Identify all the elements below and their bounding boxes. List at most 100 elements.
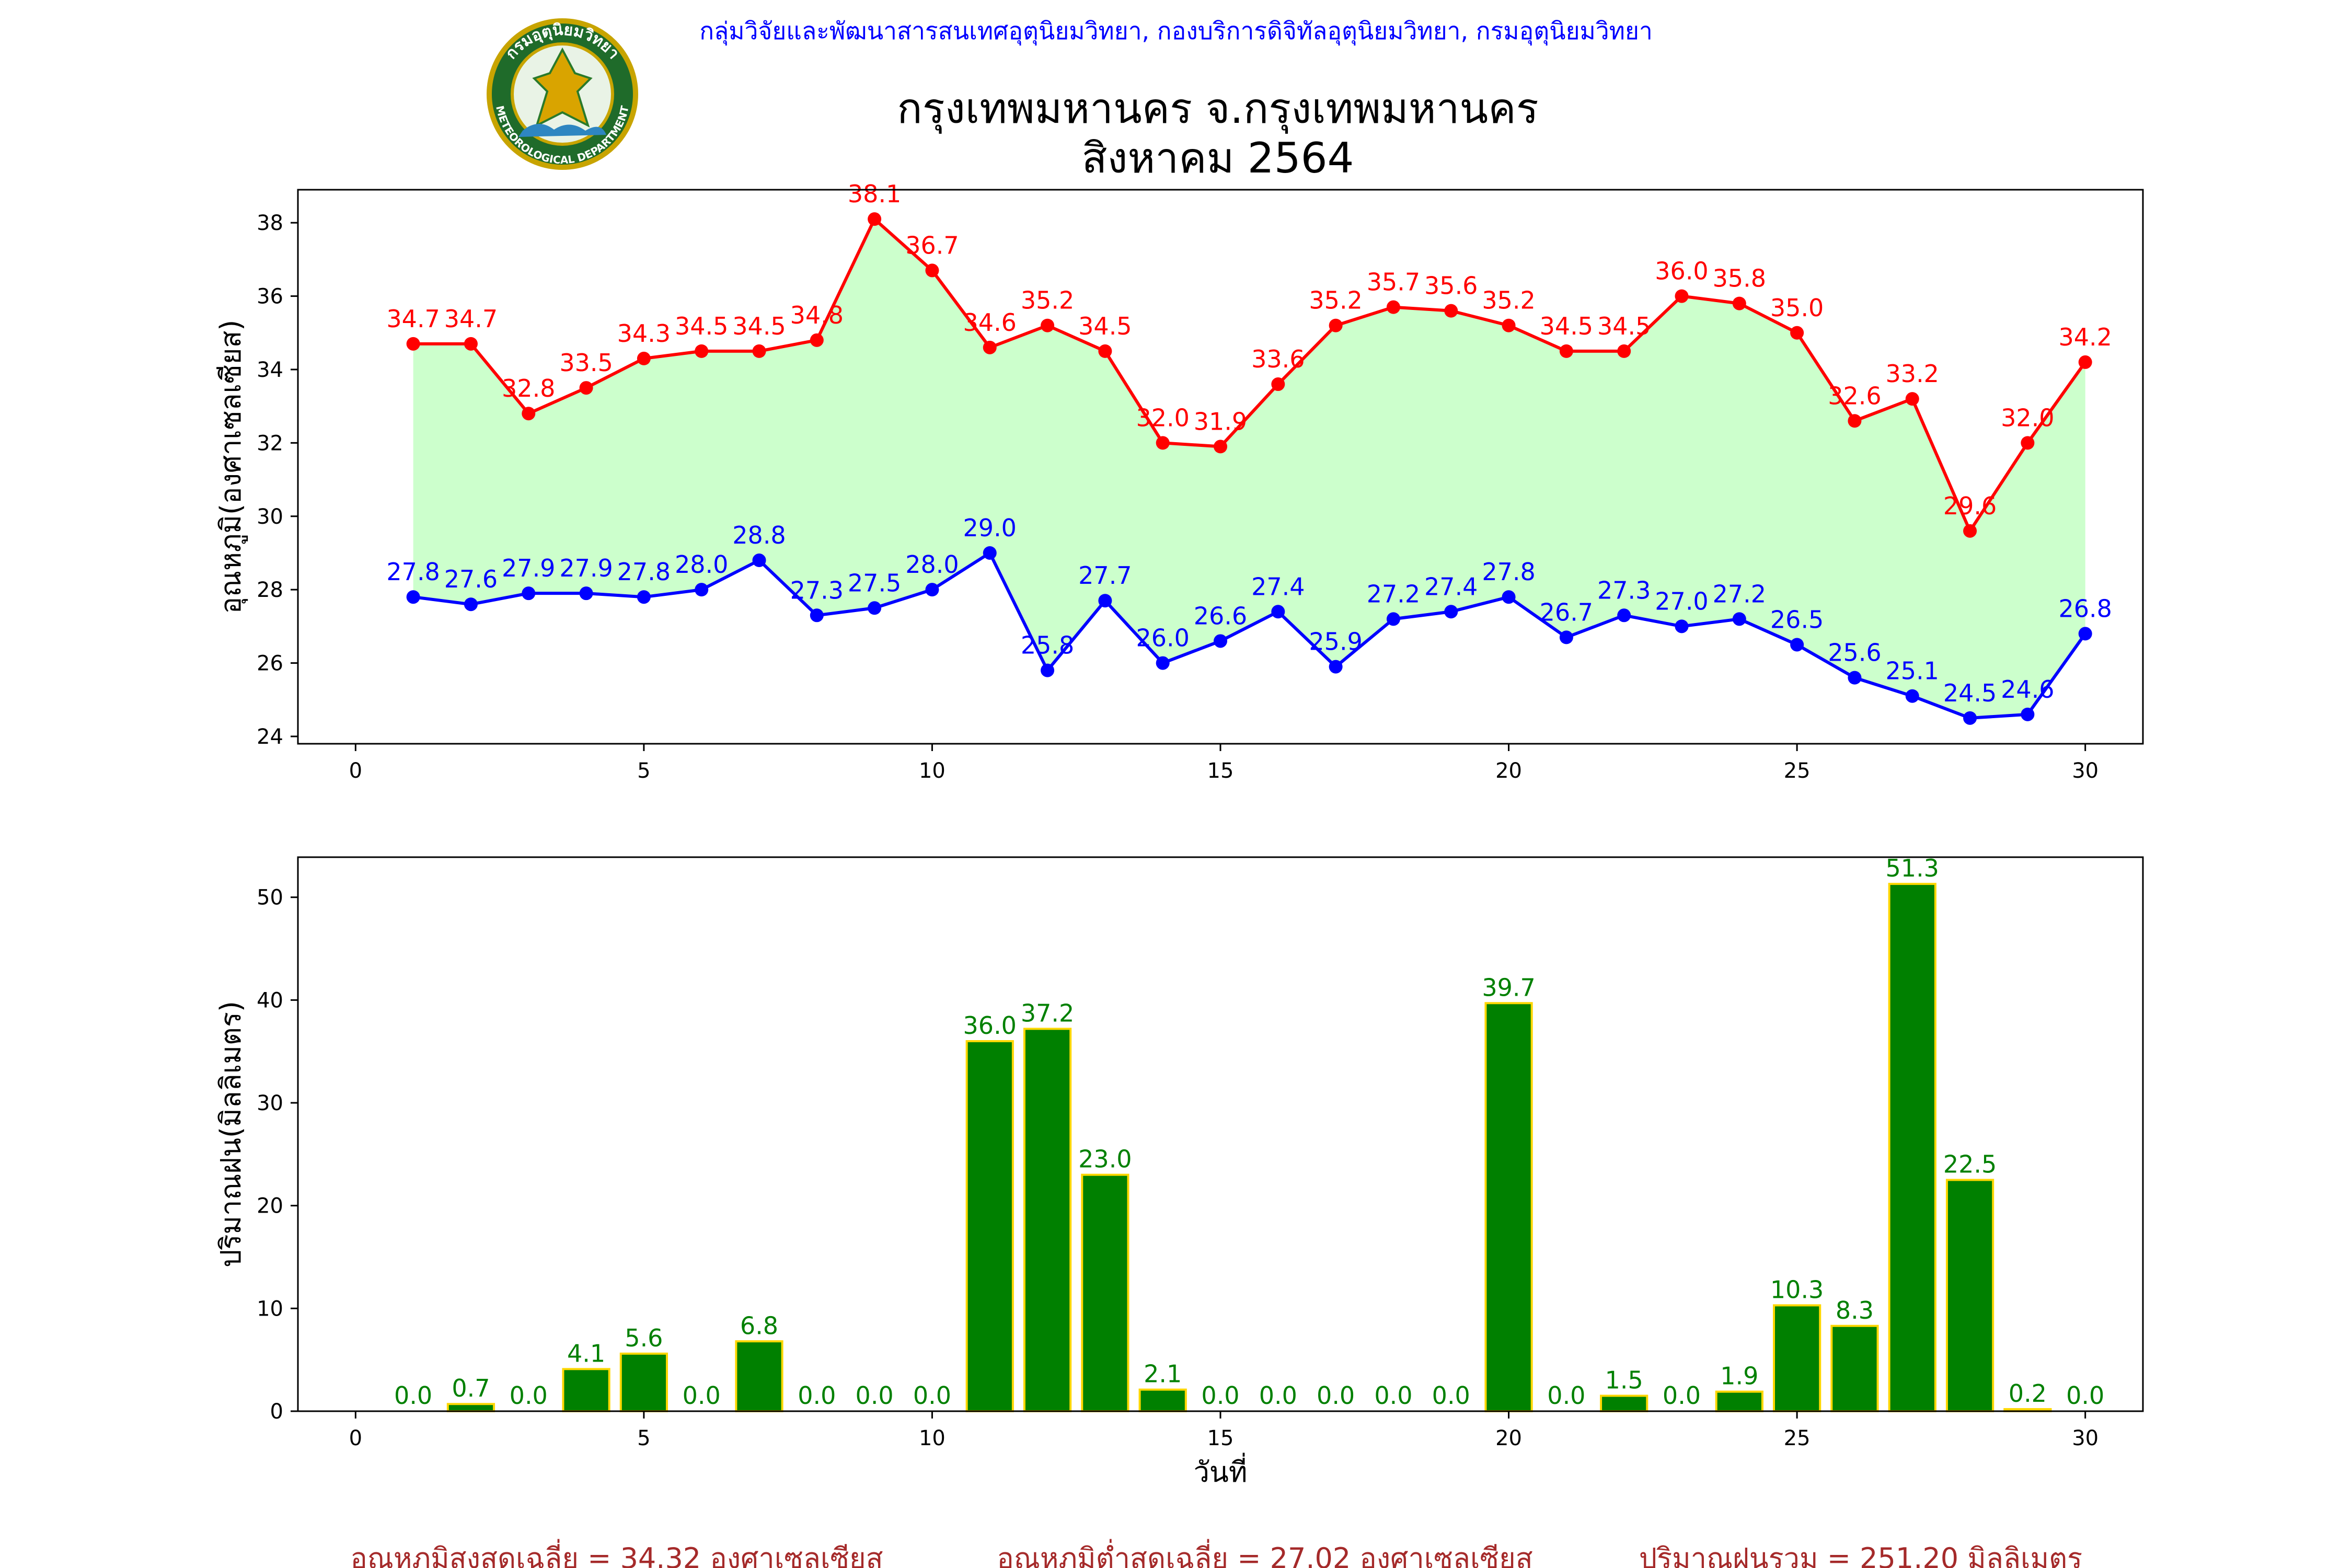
data-label-min: 25.8 xyxy=(1021,631,1074,660)
y-tick-label: 32 xyxy=(257,431,283,455)
data-label-min: 24.6 xyxy=(2001,675,2054,704)
rain-bar xyxy=(619,1352,668,1412)
data-label-max: 35.2 xyxy=(1482,286,1535,315)
temperature-ylabel: อุณหภูมิ(องศาเซลเซียส) xyxy=(214,320,248,614)
data-label-min: 27.6 xyxy=(444,565,498,593)
data-label-max: 34.5 xyxy=(1540,312,1593,340)
x-tick-label: 0 xyxy=(349,1426,362,1450)
point-min xyxy=(925,583,939,597)
rain-data-label: 0.0 xyxy=(913,1381,951,1410)
chart-title-line1: กรุงเทพมหานคร จ.กรุงเทพมหานคร xyxy=(897,84,1538,134)
data-label-max: 35.7 xyxy=(1367,268,1420,296)
data-label-max: 34.5 xyxy=(675,312,728,340)
point-max xyxy=(1444,304,1458,318)
point-max xyxy=(522,407,536,421)
rain-data-label: 0.0 xyxy=(1663,1381,1701,1410)
data-label-max: 29.6 xyxy=(1943,492,1997,520)
rain-bar xyxy=(1081,1173,1129,1413)
rain-data-label: 0.0 xyxy=(1201,1381,1239,1410)
data-label-min: 24.5 xyxy=(1943,679,1997,707)
data-label-min: 27.2 xyxy=(1713,580,1766,608)
data-label-min: 26.7 xyxy=(1540,598,1593,626)
rain-data-label: 4.1 xyxy=(567,1339,605,1367)
point-min xyxy=(464,597,478,612)
x-tick-label: 5 xyxy=(637,759,650,783)
point-max xyxy=(1502,318,1516,332)
data-label-max: 36.0 xyxy=(1655,257,1708,285)
x-tick-label: 25 xyxy=(1784,1426,1811,1450)
rainfall-xlabel: วันที่ xyxy=(1194,1452,1248,1489)
point-min xyxy=(579,586,593,601)
point-max xyxy=(1617,344,1631,358)
rain-bar xyxy=(1773,1304,1821,1412)
rain-data-label: 2.1 xyxy=(1144,1360,1182,1388)
x-tick-label: 20 xyxy=(1495,1426,1522,1450)
rainfall-ylabel: ปริมาณฝน(มิลลิเมตร) xyxy=(214,1001,247,1267)
rain-data-label: 0.2 xyxy=(2009,1379,2047,1408)
data-label-min: 25.1 xyxy=(1886,657,1939,685)
point-min xyxy=(983,546,997,560)
data-label-max: 35.2 xyxy=(1309,286,1362,315)
rain-bar xyxy=(1484,1002,1533,1413)
point-max xyxy=(637,351,651,365)
y-tick-label: 36 xyxy=(257,285,283,309)
point-max xyxy=(1098,344,1112,358)
rain-data-label: 0.7 xyxy=(452,1374,490,1402)
x-tick-label: 10 xyxy=(919,759,946,783)
data-label-min: 27.4 xyxy=(1424,572,1478,601)
point-max xyxy=(1156,436,1170,450)
point-min xyxy=(1386,612,1400,626)
point-min xyxy=(1156,656,1170,670)
data-label-min: 27.3 xyxy=(790,576,844,604)
y-tick-label: 30 xyxy=(257,1091,283,1115)
rain-bar xyxy=(1715,1390,1763,1413)
data-label-min: 27.4 xyxy=(1251,572,1305,601)
point-min xyxy=(868,601,882,615)
point-min xyxy=(810,608,824,622)
point-min xyxy=(1502,590,1516,604)
data-label-max: 34.5 xyxy=(1597,312,1651,340)
rain-data-label: 0.0 xyxy=(798,1381,836,1410)
data-label-min: 27.5 xyxy=(848,569,901,597)
point-max xyxy=(1790,326,1804,340)
data-label-max: 31.9 xyxy=(1194,407,1247,435)
point-max xyxy=(1905,392,1919,406)
temperature-range-fill xyxy=(413,219,2085,718)
x-tick-label: 30 xyxy=(2072,759,2099,783)
data-label-min: 26.8 xyxy=(2058,594,2112,622)
point-max xyxy=(1329,318,1343,332)
point-min xyxy=(1041,663,1055,677)
y-tick-label: 50 xyxy=(257,886,283,910)
rain-data-label: 0.0 xyxy=(394,1381,432,1410)
point-max xyxy=(2021,436,2035,450)
point-max xyxy=(1675,289,1689,303)
data-label-max: 34.8 xyxy=(790,301,844,329)
point-min xyxy=(1214,634,1227,648)
point-min xyxy=(1675,619,1689,633)
point-min xyxy=(406,590,420,604)
agency-text: กลุ่มวิจัยและพัฒนาสารสนเทศอุตุนิยมวิทยา,… xyxy=(699,17,1653,46)
data-label-min: 25.6 xyxy=(1828,639,1881,667)
data-label-min: 27.8 xyxy=(617,558,671,586)
data-label-max: 34.7 xyxy=(444,305,498,333)
y-tick-label: 10 xyxy=(257,1297,283,1321)
point-min xyxy=(752,554,766,568)
point-min xyxy=(1963,711,1977,725)
rain-bar xyxy=(1945,1179,1994,1412)
rain-bar xyxy=(1600,1394,1648,1413)
data-label-min: 26.5 xyxy=(1770,605,1824,633)
data-label-max: 32.8 xyxy=(502,374,555,402)
data-label-max: 34.6 xyxy=(963,308,1017,337)
rain-data-label: 0.0 xyxy=(2066,1381,2104,1410)
data-label-max: 34.3 xyxy=(617,319,671,348)
tmd-logo: กรมอุตุนิยมวิทยา METEOROLOGICAL DEPARTME… xyxy=(487,18,638,170)
point-max xyxy=(925,263,939,278)
rain-data-label: 1.9 xyxy=(1720,1362,1758,1390)
point-min xyxy=(1444,605,1458,619)
data-label-max: 32.0 xyxy=(2001,403,2054,432)
x-tick-label: 5 xyxy=(637,1426,650,1450)
rain-data-label: 22.5 xyxy=(1943,1150,1997,1179)
point-max xyxy=(1214,440,1227,454)
summary-total-rain: ปริมาณฝนรวม = 251.20 มิลลิเมตร xyxy=(1639,1542,2082,1568)
deity-figure xyxy=(532,47,593,128)
